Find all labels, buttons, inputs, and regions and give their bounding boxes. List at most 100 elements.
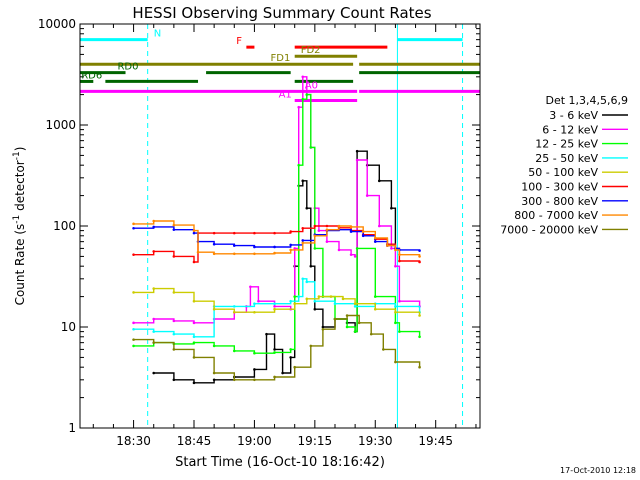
series-point [196, 250, 200, 254]
series-point [132, 327, 135, 331]
x-tick-labels: 18:30 18:45 19:00 19:15 19:30 19:45 [116, 434, 453, 448]
legend-label: 6 - 12 keV [542, 123, 598, 136]
series-point [301, 97, 305, 101]
series-point [349, 253, 353, 256]
series-point [192, 341, 196, 344]
series-point [355, 247, 359, 250]
y-tick-label: 10 [61, 320, 76, 334]
series-point [337, 224, 341, 228]
series-point [394, 321, 397, 325]
series-point [398, 330, 401, 333]
flag-label-fd2: FD2 [301, 45, 321, 56]
series-line-1 [153, 150, 397, 384]
series-point [132, 321, 135, 325]
series-point [418, 260, 421, 264]
series-point [273, 375, 276, 379]
series-point [361, 230, 365, 233]
series-point [249, 285, 252, 289]
x-tick-label: 19:45 [418, 434, 453, 448]
series-point [289, 348, 292, 351]
series-point [152, 219, 156, 223]
series-point [152, 287, 156, 290]
series-point [398, 259, 401, 263]
series-point [289, 243, 292, 247]
series-point [152, 371, 156, 375]
data-series [132, 75, 421, 385]
series-point [232, 310, 236, 314]
legend-label: 3 - 6 keV [549, 109, 598, 122]
series-point [313, 307, 317, 311]
series-point [301, 226, 305, 230]
series-line-5 [133, 287, 421, 316]
series-point [305, 297, 309, 301]
series-point [382, 348, 385, 351]
series-point [212, 252, 216, 256]
series-point [265, 332, 268, 336]
legend-label: 7000 - 20000 keV [500, 223, 598, 236]
series-point [349, 225, 353, 229]
x-tick-label: 19:30 [358, 434, 393, 448]
flag-label-a1: A1 [279, 89, 292, 100]
series-point [172, 291, 176, 294]
series-point [273, 251, 276, 255]
series-point [132, 291, 135, 294]
series-point [192, 229, 196, 232]
series-point [329, 295, 333, 298]
x-tick-label: 19:15 [298, 434, 333, 448]
legend-title: Det 1,3,4,5,6,9 [545, 94, 628, 107]
series-point [273, 351, 276, 354]
series-point [273, 348, 276, 351]
series-point [273, 231, 276, 235]
series-point [232, 349, 236, 353]
y-tick-labels: 1 10 100 1000 10000 [38, 17, 76, 435]
series-point [305, 280, 309, 284]
series-point [313, 247, 317, 250]
series-point [321, 327, 325, 331]
y-tick-label: 1000 [45, 118, 76, 132]
series-point [394, 360, 397, 364]
series-point [232, 305, 236, 308]
series-point [398, 253, 401, 256]
series-point [192, 321, 196, 325]
series-point [418, 249, 421, 252]
series-line-8 [133, 220, 421, 257]
series-point [355, 149, 359, 153]
series-point [337, 248, 341, 252]
legend-label: 100 - 300 keV [521, 181, 598, 194]
y-axis-label: Count Rate (s-1 detector-1) [12, 147, 27, 306]
series-point [152, 330, 156, 333]
series-point [152, 341, 156, 344]
series-point [152, 225, 156, 229]
series-line-3 [133, 93, 421, 354]
series-point [172, 228, 176, 231]
series-point [212, 242, 216, 246]
series-point [232, 378, 236, 382]
legend-label: 800 - 7000 keV [514, 209, 598, 222]
series-point [253, 378, 256, 382]
series-point [132, 226, 135, 230]
series-point [313, 234, 317, 238]
series-point [192, 356, 196, 359]
series-point [253, 351, 256, 355]
series-point [305, 93, 309, 96]
series-point [373, 295, 377, 298]
series-point [212, 344, 216, 348]
series-point [257, 299, 260, 303]
series-point [353, 302, 357, 306]
series-point [377, 179, 381, 183]
series-point [353, 255, 357, 258]
series-point [325, 240, 329, 243]
series-point [192, 260, 196, 264]
y-tick-label: 100 [53, 219, 76, 233]
series-point [377, 224, 381, 228]
series-point [301, 179, 305, 183]
series-point [253, 245, 256, 249]
legend-label: 50 - 100 keV [528, 166, 598, 179]
series-point [333, 302, 337, 306]
series-point [152, 317, 156, 321]
legend-label: 25 - 50 keV [535, 152, 598, 165]
series-point [232, 231, 236, 235]
series-point [325, 224, 329, 228]
flag-bars: N F FD1 FD2 RD0 RD6 A0 A1 [80, 29, 480, 102]
